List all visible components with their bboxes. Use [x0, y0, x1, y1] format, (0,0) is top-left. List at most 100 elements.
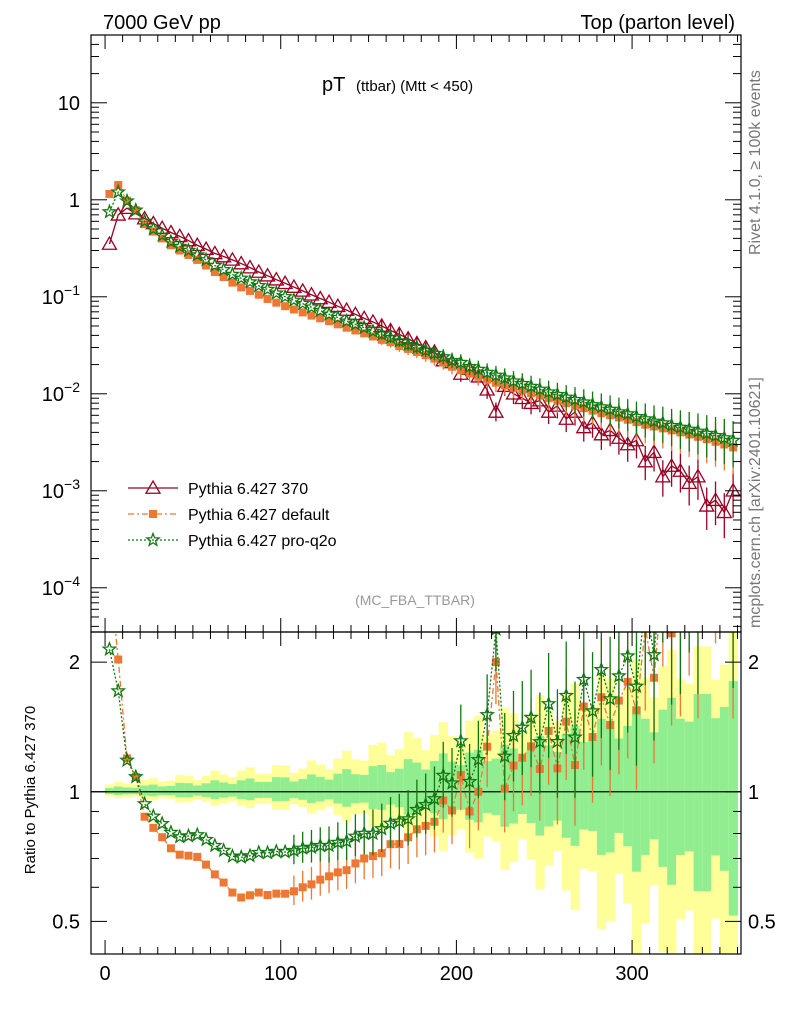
ratio-point: [657, 547, 669, 559]
main-point: [329, 309, 346, 325]
ratio-point: [685, 572, 693, 580]
main-point: [263, 294, 272, 303]
ratio-band-inner: [351, 774, 361, 804]
ratio-point: [665, 606, 677, 618]
main-point: [461, 358, 478, 374]
ratio-band-inner: [140, 785, 150, 796]
main-point: [646, 412, 662, 429]
main-point: [400, 336, 417, 352]
main-point: [312, 302, 329, 318]
main-point: [514, 389, 531, 405]
legend-marker: [145, 531, 161, 547]
main-point: [610, 429, 628, 444]
ratio-point: [149, 823, 158, 832]
ratio-point: [219, 878, 228, 887]
ratio-point: [166, 844, 175, 853]
ratio-band-inner: [394, 768, 405, 808]
main-point: [470, 361, 487, 377]
main-point: [356, 319, 373, 335]
ratio-band-inner: [113, 786, 124, 795]
main-point: [602, 422, 619, 437]
ratio-point: [259, 844, 276, 860]
ratio-band-inner: [640, 718, 651, 855]
ratio-point: [347, 828, 364, 844]
main-point: [127, 201, 144, 218]
ratio-band-inner: [676, 718, 686, 855]
main-point: [162, 224, 180, 239]
main-point: [575, 419, 592, 434]
ratio-band-inner: [728, 681, 738, 916]
legend-item-0: Pythia 6.427 370: [128, 479, 308, 498]
ratio-band-inner: [228, 784, 238, 797]
main-point: [228, 278, 237, 287]
ratio-point: [105, 565, 113, 573]
main-point: [672, 419, 689, 435]
ratio-point: [692, 584, 704, 596]
main-point: [307, 311, 316, 320]
main-point: [268, 284, 285, 300]
main-point: [487, 403, 505, 418]
ratio-band-inner: [702, 693, 712, 892]
main-point: [487, 366, 504, 383]
ratio-point: [263, 891, 272, 900]
ratio-point: [373, 820, 390, 836]
ratio-band-inner: [157, 786, 167, 796]
ratio-band-inner: [561, 733, 571, 838]
ratio-point: [694, 611, 702, 619]
ratio-point: [307, 880, 316, 889]
ratio-y-tick-label-left: 2: [69, 652, 80, 674]
ratio-band-inner: [649, 732, 659, 840]
main-point: [584, 396, 601, 412]
ratio-point: [729, 595, 737, 603]
ratio-point: [184, 851, 193, 860]
ratio-point: [365, 825, 381, 841]
main-point: [215, 261, 232, 277]
x-tick-label: 200: [440, 963, 473, 985]
main-point: [654, 414, 671, 430]
ratio-point: [189, 826, 206, 842]
ratio-y-tick-label-left: 1: [69, 782, 80, 804]
main-point: [452, 354, 469, 370]
main-y-tick-label: 1: [69, 190, 80, 212]
main-point: [408, 339, 425, 355]
main-point: [690, 422, 706, 439]
main-point: [198, 251, 215, 267]
main-point: [628, 408, 645, 424]
ratio-band-inner: [298, 779, 308, 800]
mcplots-label: mcplots.cern.ch [arXiv:2401.10621]: [747, 377, 764, 628]
main-point: [277, 288, 294, 304]
ratio-point: [377, 849, 386, 858]
ratio-point: [540, 695, 557, 711]
main-point: [725, 432, 741, 448]
main-point: [250, 277, 267, 293]
ratio-band-inner: [263, 781, 273, 798]
ratio-band-inner: [192, 785, 203, 796]
ratio-point: [444, 774, 460, 790]
main-point: [426, 345, 443, 361]
rivet-label: Rivet 4.1.0, ≥ 100k events: [747, 70, 764, 255]
ratio-band-inner: [105, 788, 115, 795]
ratio-point: [215, 842, 232, 858]
ratio-band-inner: [711, 718, 721, 856]
ratio-band-inner: [210, 780, 220, 799]
main-point: [110, 183, 127, 199]
main-point: [131, 206, 140, 215]
ratio-point: [400, 810, 417, 826]
ratio-band-inner: [166, 785, 176, 796]
ratio-band-inner: [623, 725, 633, 847]
main-point: [505, 372, 522, 388]
ratio-point: [206, 837, 223, 853]
ratio-band-inner: [579, 742, 589, 830]
main-point: [575, 393, 592, 409]
ratio-point: [470, 751, 487, 767]
ratio-point: [408, 801, 425, 817]
ratio-band-inner: [131, 787, 141, 795]
ratio-point: [237, 893, 246, 902]
ratio-point: [646, 646, 662, 662]
legend-item-1: Pythia 6.427 default: [128, 507, 330, 524]
x-tick-label: 100: [264, 963, 297, 985]
legend-label: Pythia 6.427 pro-q2o: [188, 533, 337, 550]
main-series-2: [101, 183, 741, 468]
main-point: [364, 313, 382, 328]
main-point: [342, 323, 351, 332]
